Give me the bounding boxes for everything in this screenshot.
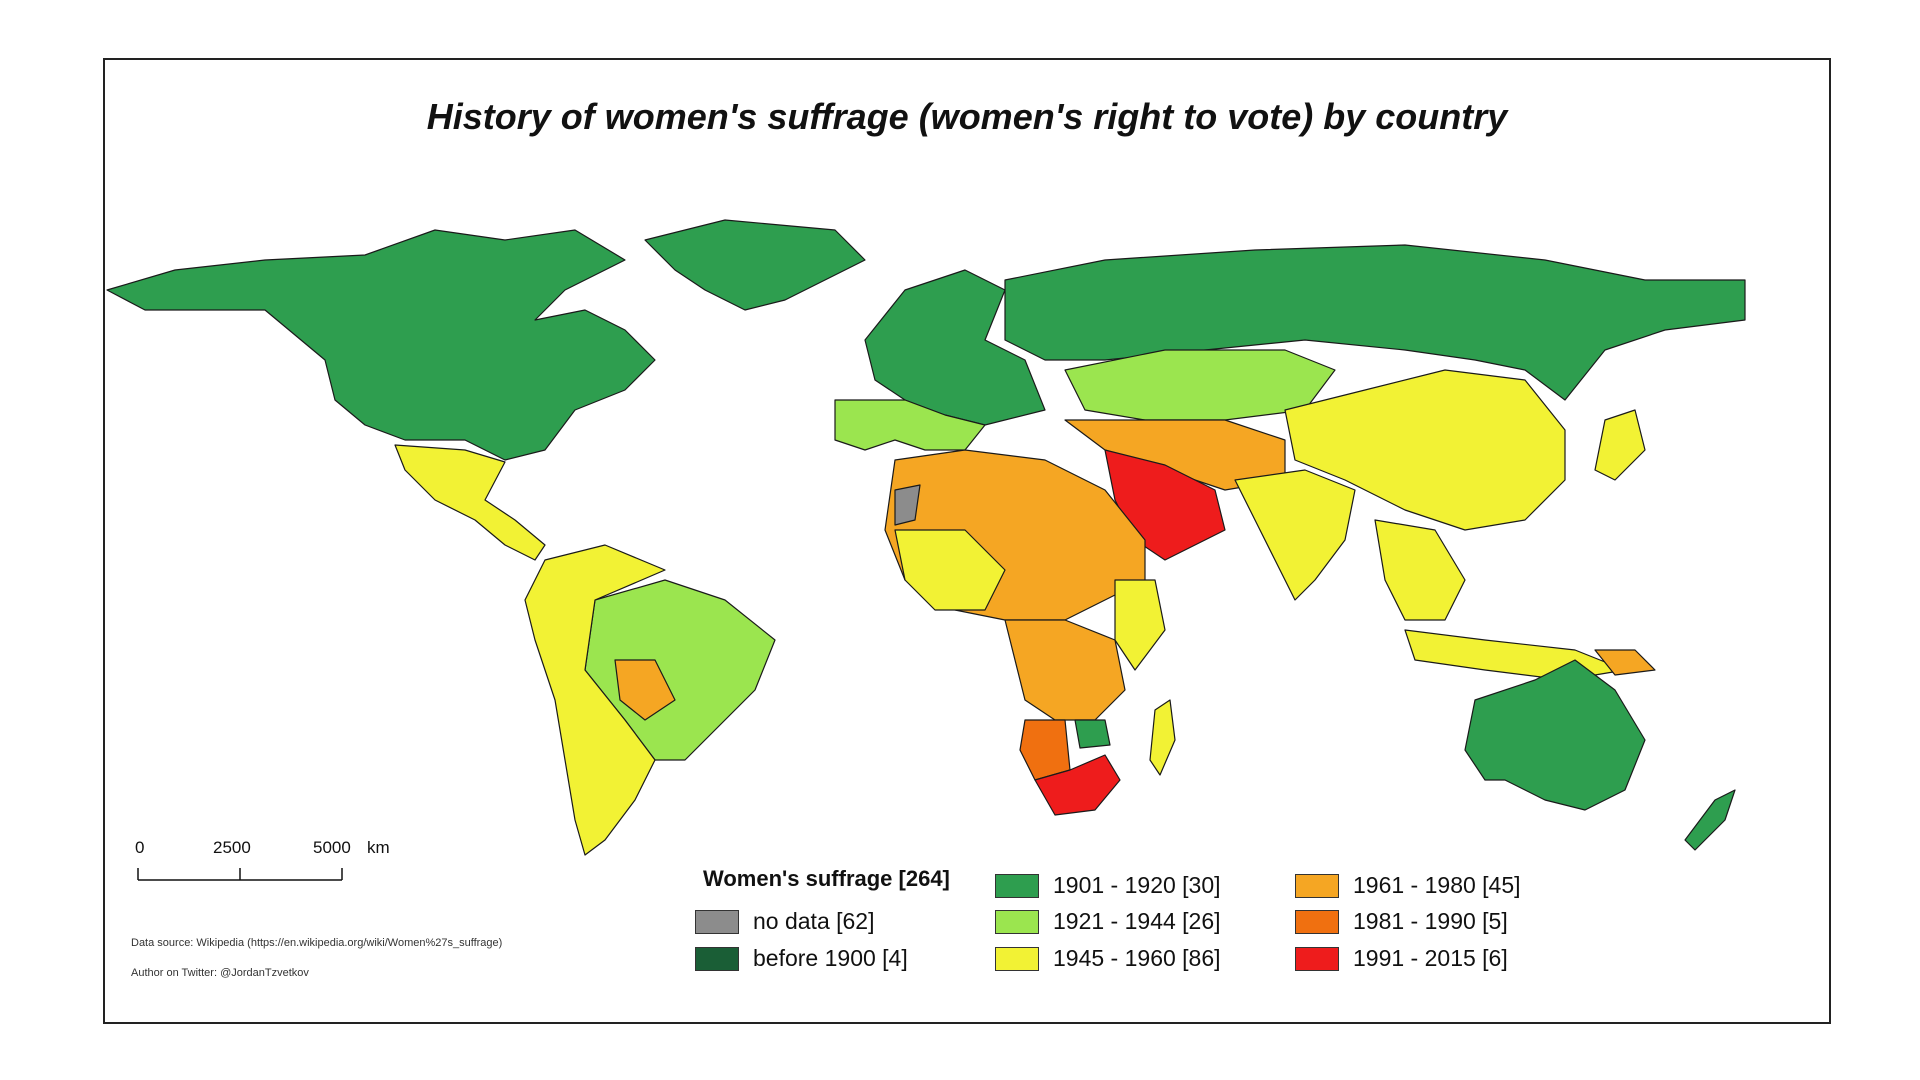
scale-label-2500: 2500 [213, 838, 251, 857]
region-bolivia-paraguay [614, 659, 676, 721]
legend: Women's suffrage [264] no data [62] befo… [695, 860, 1595, 1010]
world-map [106, 219, 1746, 856]
region-south-america-west [524, 544, 666, 856]
legend-item-before-1900: before 1900 [4] [695, 945, 908, 972]
legend-item-1901-1920: 1901 - 1920 [30] [995, 872, 1221, 899]
scale-line [137, 868, 343, 881]
region-northern-europe [864, 269, 1046, 426]
region-china [1284, 369, 1566, 531]
legend-item-no-data: no data [62] [695, 908, 875, 935]
legend-swatch [995, 873, 1039, 898]
region-mexico [394, 444, 546, 561]
region-south-africa [1034, 754, 1121, 816]
scale-bar: 0 2500 5000 km [135, 838, 390, 898]
region-papua [1594, 649, 1656, 676]
region-madagascar [1149, 699, 1176, 776]
region-india [1234, 469, 1356, 601]
legend-swatch [1295, 873, 1339, 898]
legend-swatch [1295, 909, 1339, 934]
region-zimbabwe [1074, 719, 1111, 749]
region-southern-europe [834, 399, 986, 451]
scale-label-0: 0 [135, 838, 145, 857]
legend-title: Women's suffrage [264] [703, 866, 950, 891]
legend-item-1981-1990: 1981 - 1990 [5] [1295, 908, 1508, 935]
region-canada-usa [106, 229, 656, 461]
legend-label: 1945 - 1960 [86] [1053, 945, 1221, 971]
legend-swatch [1295, 946, 1339, 971]
legend-label: 1921 - 1944 [26] [1053, 908, 1221, 934]
legend-label: 1981 - 1990 [5] [1353, 908, 1508, 934]
region-australia [1464, 659, 1646, 811]
scale-unit: km [367, 838, 390, 857]
data-source-text: Data source: Wikipedia (https://en.wikip… [131, 937, 503, 949]
region-greenland [644, 219, 866, 311]
map-frame: History of women's suffrage (women's rig… [103, 58, 1831, 1024]
legend-label: before 1900 [4] [753, 945, 908, 971]
legend-label: 1991 - 2015 [6] [1353, 945, 1508, 971]
region-new-zealand [1684, 789, 1736, 851]
region-central-africa [1004, 619, 1126, 721]
region-southeast-asia [1374, 519, 1466, 621]
legend-item-1921-1944: 1921 - 1944 [26] [995, 908, 1221, 935]
region-east-africa [1114, 579, 1166, 671]
region-japan [1594, 409, 1646, 481]
legend-swatch [695, 909, 739, 934]
map-title: History of women's suffrage (women's rig… [426, 96, 1508, 137]
legend-label: 1961 - 1980 [45] [1353, 872, 1521, 898]
scale-label-5000: 5000 [313, 838, 351, 857]
region-west-africa [894, 529, 1006, 611]
legend-label: no data [62] [753, 908, 875, 934]
author-text: Author on Twitter: @JordanTzvetkov [131, 967, 309, 979]
legend-item-1961-1980: 1961 - 1980 [45] [1295, 872, 1521, 899]
region-namibia [1019, 719, 1071, 781]
legend-label: 1901 - 1920 [30] [1053, 872, 1221, 898]
legend-swatch [995, 909, 1039, 934]
region-western-sahara [894, 484, 921, 526]
legend-item-1991-2015: 1991 - 2015 [6] [1295, 945, 1508, 972]
legend-swatch [995, 946, 1039, 971]
source-notes: Data source: Wikipedia (https://en.wikip… [131, 928, 502, 988]
legend-swatch [695, 946, 739, 971]
legend-item-1945-1960: 1945 - 1960 [86] [995, 945, 1221, 972]
